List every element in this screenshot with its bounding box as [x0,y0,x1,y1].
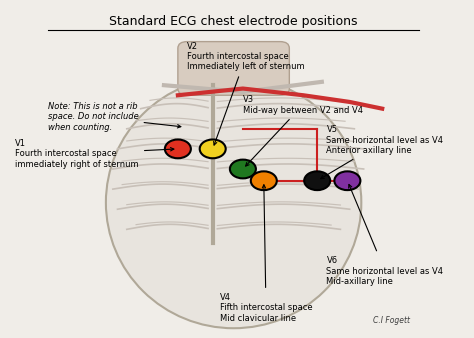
Text: C.I Fogett: C.I Fogett [373,316,410,325]
FancyBboxPatch shape [178,42,289,95]
Text: V2
Fourth intercostal space
Immediately left of sternum: V2 Fourth intercostal space Immediately … [187,42,305,145]
Text: Standard ECG chest electrode positions: Standard ECG chest electrode positions [109,15,358,28]
Circle shape [251,171,277,190]
Circle shape [304,171,330,190]
Circle shape [230,160,256,178]
Text: V3
Mid-way between V2 and V4: V3 Mid-way between V2 and V4 [243,95,363,166]
Circle shape [334,171,360,190]
Ellipse shape [106,77,361,328]
Text: V4
Fifth intercostal space
Mid clavicular line: V4 Fifth intercostal space Mid clavicula… [219,185,312,323]
Circle shape [165,140,191,158]
Text: V6
Same horizontal level as V4
Mid-axillary line: V6 Same horizontal level as V4 Mid-axill… [327,185,444,286]
Text: V5
Same horizontal level as V4
Anterior axillary line: V5 Same horizontal level as V4 Anterior … [320,125,444,179]
Circle shape [200,140,226,158]
Text: Note: This is not a rib
space. Do not include
when counting.: Note: This is not a rib space. Do not in… [48,102,181,132]
Text: V1
Fourth intercostal space
immediately right of sternum: V1 Fourth intercostal space immediately … [15,139,174,169]
